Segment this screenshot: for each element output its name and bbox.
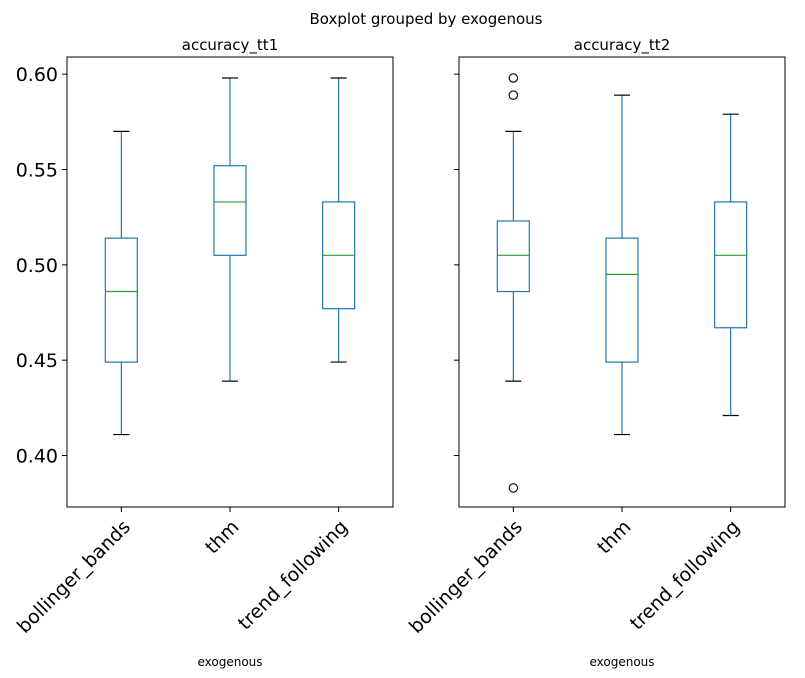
box-trend_following	[714, 201, 748, 329]
y-tick-label: 0.60	[16, 64, 58, 86]
box-bollinger_bands	[104, 237, 138, 363]
box-thm	[605, 237, 639, 363]
x-tick-label-bollinger_bands: bollinger_bands	[405, 516, 527, 638]
x-tick-label-thm: thm	[201, 516, 243, 558]
panel-title-1: accuracy_tt1	[182, 36, 278, 55]
y-tick-label: 0.45	[16, 350, 58, 372]
x-tick-label-thm: thm	[593, 516, 635, 558]
x-axis-label-1: exogenous	[197, 655, 262, 669]
x-axis-label-2: exogenous	[589, 655, 654, 669]
y-tick-label: 0.40	[16, 446, 58, 468]
panel-title-2: accuracy_tt2	[574, 36, 670, 55]
box-bollinger_bands	[496, 220, 530, 293]
figure-title: Boxplot grouped by exogenous	[310, 10, 543, 28]
x-tick-label-trend_following: trend_following	[626, 516, 744, 634]
flier-point-bollinger_bands	[508, 90, 519, 100]
x-tick-label-bollinger_bands: bollinger_bands	[13, 516, 135, 638]
flier-point-bollinger_bands	[508, 73, 519, 83]
x-tick-label-trend_following: trend_following	[234, 516, 352, 634]
box-thm	[213, 165, 247, 256]
y-tick-label: 0.50	[16, 255, 58, 277]
y-tick-label: 0.55	[16, 160, 58, 182]
flier-point-bollinger_bands	[508, 483, 519, 493]
